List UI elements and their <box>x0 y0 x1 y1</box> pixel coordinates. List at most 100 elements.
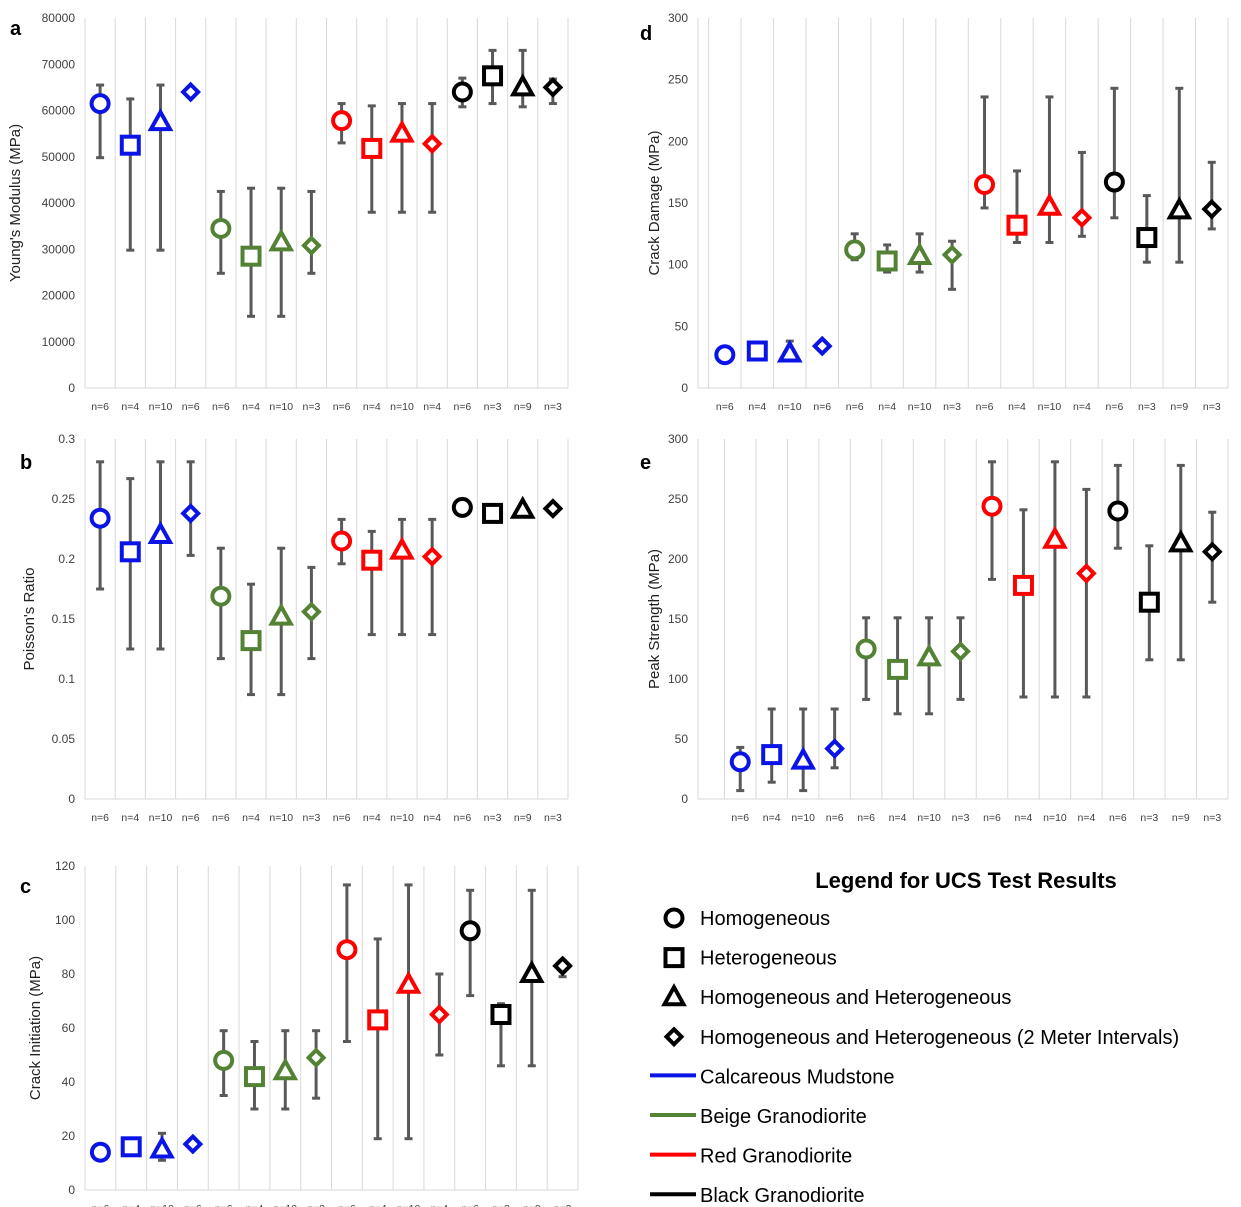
x-tick-label: n=6 <box>857 812 875 824</box>
data-point-square <box>482 65 504 87</box>
data-point-square <box>876 250 898 272</box>
legend-item: Beige Granodiorite <box>650 1106 867 1128</box>
data-point-triangle <box>916 643 942 667</box>
x-tick-label: n=4 <box>889 812 907 824</box>
data-point-diamond <box>301 235 322 256</box>
legend-item: Black Granodiorite <box>650 1185 865 1207</box>
x-tick-label: n=10 <box>269 401 293 413</box>
x-tick-label: n=6 <box>453 401 471 413</box>
data-point-circle <box>729 751 751 773</box>
y-tick-label: 70000 <box>42 57 76 71</box>
y-tick-label: 0.15 <box>52 612 76 626</box>
legend-label: Calcareous Mudstone <box>700 1066 895 1088</box>
data-point-circle <box>89 1141 111 1163</box>
data-point-triangle <box>1036 192 1063 216</box>
x-tick-label: n=4 <box>878 401 896 413</box>
y-axis-label: Crack Initiation (MPa) <box>27 956 44 1100</box>
x-tick-label: n=6 <box>813 401 831 413</box>
x-tick-label: n=6 <box>461 1203 479 1207</box>
x-tick-label: n=10 <box>273 1203 297 1207</box>
panel-label: d <box>640 23 652 45</box>
data-point-square <box>120 1136 142 1158</box>
y-tick-label: 250 <box>668 73 688 87</box>
y-axis-label: Crack Damage (MPa) <box>646 130 663 275</box>
x-tick-label: n=9 <box>1170 401 1188 413</box>
data-point-triangle <box>1167 529 1194 553</box>
data-point-triangle <box>776 339 803 363</box>
x-tick-label: n=10 <box>150 1203 174 1207</box>
data-point-triangle <box>147 520 174 544</box>
data-point-square <box>361 137 383 159</box>
data-point-circle <box>210 217 232 239</box>
x-tick-label: n=6 <box>716 401 734 413</box>
error-bar <box>428 517 437 637</box>
x-tick-label: n=10 <box>908 401 932 413</box>
y-tick-label: 60 <box>62 1021 76 1035</box>
x-tick-label: n=6 <box>91 812 109 824</box>
data-point-diamond <box>1071 207 1093 229</box>
y-tick-label: 80 <box>62 967 76 981</box>
x-tick-label: n=3 <box>544 401 562 413</box>
x-tick-label: n=3 <box>303 401 321 413</box>
legend-item: Homogeneous <box>663 907 830 930</box>
legend-label: Homogeneous and Heterogeneous <box>700 987 1011 1009</box>
data-point-square <box>240 245 262 267</box>
data-point-diamond <box>301 601 322 623</box>
x-tick-label: n=4 <box>246 1203 264 1207</box>
data-point-triangle <box>149 1135 175 1159</box>
data-point-triangle <box>272 1057 299 1081</box>
x-tick-label: n=6 <box>212 812 230 824</box>
y-tick-label: 0.1 <box>58 672 75 686</box>
x-tick-label: n=4 <box>369 1203 387 1207</box>
x-tick-label: n=4 <box>363 812 381 824</box>
x-tick-label: n=10 <box>1038 401 1062 413</box>
data-point-circle <box>459 920 481 942</box>
x-tick-label: n=3 <box>1140 812 1158 824</box>
x-tick-label: n=9 <box>1172 812 1190 824</box>
legend-item: Homogeneous and Heterogeneous (2 Meter I… <box>663 1026 1179 1049</box>
y-tick-label: 0 <box>68 1183 75 1197</box>
error-bar <box>156 460 165 651</box>
data-point-diamond <box>941 244 963 266</box>
x-tick-label: n=3 <box>492 1203 510 1207</box>
x-tick-label: n=10 <box>149 401 173 413</box>
y-tick-label: 20000 <box>42 289 76 303</box>
data-point-square <box>761 744 783 766</box>
data-point-diamond <box>305 1047 327 1069</box>
y-tick-label: 300 <box>668 11 688 25</box>
data-point-triangle <box>268 228 295 252</box>
x-tick-label: n=3 <box>1138 401 1156 413</box>
x-tick-label: n=4 <box>763 812 781 824</box>
error-bar <box>987 460 996 581</box>
y-tick-label: 20 <box>62 1129 76 1143</box>
y-tick-label: 0 <box>68 381 75 395</box>
y-tick-label: 0.3 <box>58 432 75 446</box>
data-point-circle <box>336 939 358 961</box>
error-bar <box>367 104 376 214</box>
y-axis-label: Peak Strength (MPa) <box>646 549 663 689</box>
y-axis-label: Poisson's Ratio <box>21 568 38 671</box>
x-tick-label: n=10 <box>149 812 173 824</box>
data-point-triangle <box>509 73 536 97</box>
data-point-triangle <box>395 970 422 994</box>
data-point-circle <box>331 530 353 552</box>
chart-panel-d: 0 50 100 150 200 250 300 n=6 n=4 n=10 n=6 n=6 n=4 n=1… <box>640 11 1229 413</box>
legend-item: Calcareous Mudstone <box>650 1066 895 1088</box>
data-point-diamond <box>421 133 443 155</box>
data-point-square <box>490 1004 512 1025</box>
x-tick-label: n=9 <box>514 401 532 413</box>
x-tick-label: n=6 <box>92 1203 110 1207</box>
y-tick-label: 100 <box>668 258 688 272</box>
error-bar <box>1176 463 1185 662</box>
x-tick-label: n=4 <box>1077 812 1095 824</box>
y-tick-label: 100 <box>668 672 688 686</box>
x-tick-label: n=3 <box>544 812 562 824</box>
error-bar <box>277 186 286 318</box>
data-point-circle <box>213 1049 235 1071</box>
data-point-triangle <box>509 495 536 519</box>
x-tick-label: n=6 <box>184 1203 202 1207</box>
y-tick-label: 80000 <box>42 11 76 25</box>
x-tick-label: n=10 <box>791 812 815 824</box>
legend-label: Heterogeneous <box>700 948 837 970</box>
panel-label: e <box>640 452 651 474</box>
